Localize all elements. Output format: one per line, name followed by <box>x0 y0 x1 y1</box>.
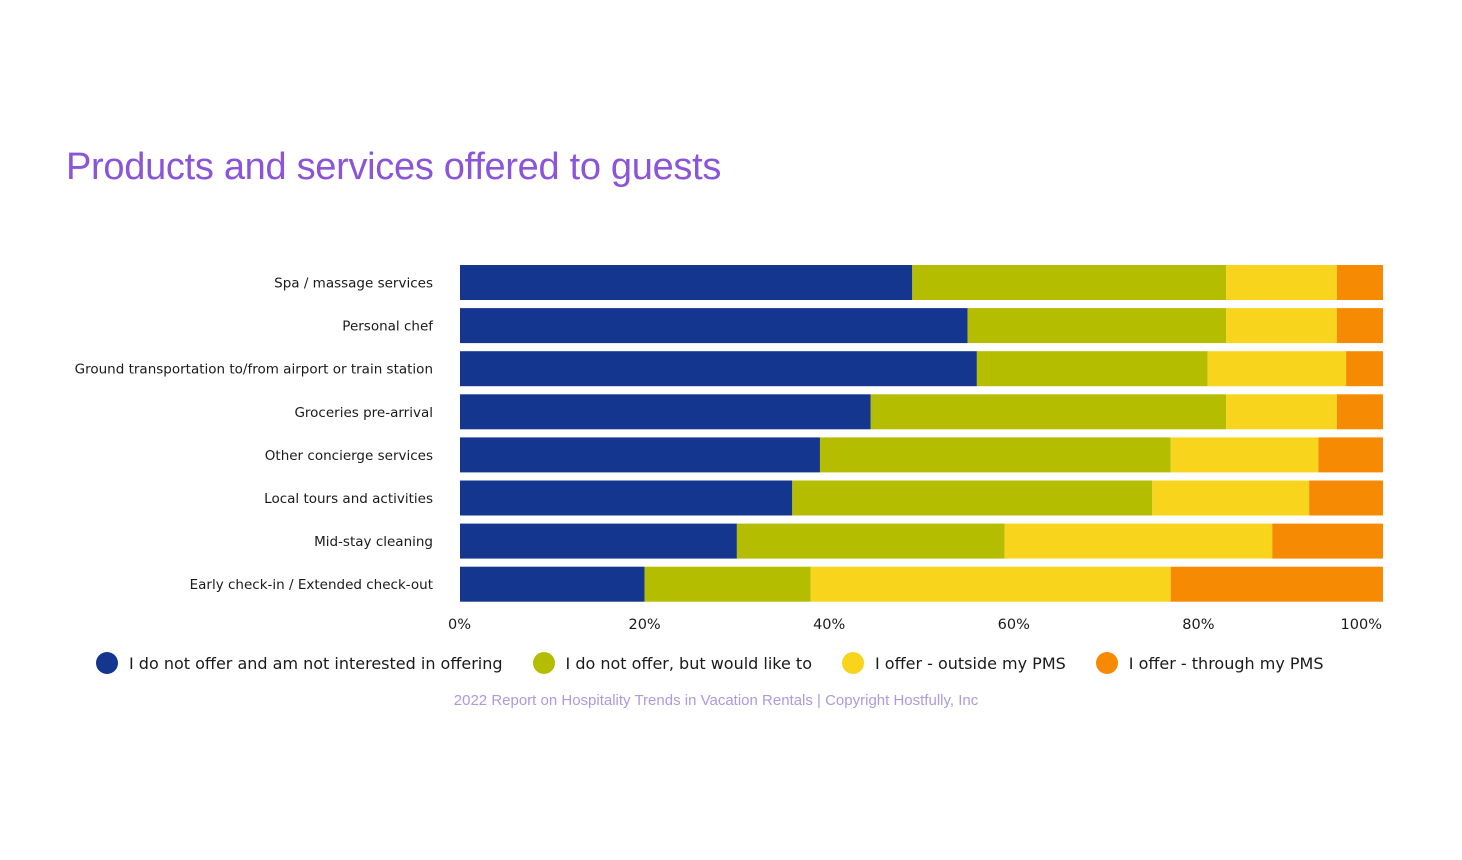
bar-segment-series-4 <box>1309 480 1383 516</box>
legend-item: I offer - through my PMS <box>1095 652 1324 674</box>
bar-segment-series-3 <box>1004 523 1273 559</box>
bar-segment-series-4 <box>1346 351 1383 387</box>
chart-title: Products and services offered to guests <box>66 146 722 188</box>
bar-segment-series-4 <box>1272 523 1383 559</box>
bar-segment-series-2 <box>976 351 1208 387</box>
bar-segment-series-4 <box>1318 437 1383 473</box>
legend-item: I do not offer and am not interested in … <box>96 652 503 674</box>
bar-segment-series-3 <box>1226 308 1337 344</box>
category-label: Mid-stay cleaning <box>314 534 433 550</box>
bar-segment-series-2 <box>736 523 1005 559</box>
bar-segment-series-4 <box>1170 566 1383 602</box>
legend-swatch <box>1095 652 1118 674</box>
legend-item: I offer - outside my PMS <box>841 652 1066 674</box>
bar-segment-series-2 <box>870 394 1227 430</box>
x-tick-label: 0% <box>448 617 471 633</box>
bar-segment-series-3 <box>810 566 1171 602</box>
legend-label: I offer - through my PMS <box>1128 653 1324 673</box>
bar-segment-series-2 <box>819 437 1171 473</box>
legend-label: I offer - outside my PMS <box>874 653 1066 673</box>
bar-segment-series-2 <box>644 566 811 602</box>
bar-segment-series-2 <box>912 265 1227 300</box>
bar-segment-series-1 <box>460 351 977 387</box>
category-labels: Spa / massage services Personal chef Groun… <box>75 276 435 594</box>
x-tick-label: 20% <box>628 617 660 633</box>
legend-label: I do not offer and am not interested in … <box>129 653 503 673</box>
bar-segment-series-4 <box>1336 308 1383 344</box>
x-axis-ticks: 0% 20% 40% 60% 80% 100% <box>448 617 1382 633</box>
bars-layer <box>460 265 1383 602</box>
x-tick-label: 80% <box>1182 617 1214 633</box>
bar-segment-series-1 <box>460 308 968 344</box>
bar-segment-series-4 <box>1336 394 1383 430</box>
category-label: Other concierge services <box>265 448 433 464</box>
bar-segment-series-3 <box>1226 265 1337 300</box>
x-tick-label: 40% <box>813 617 845 633</box>
bar-segment-series-1 <box>460 394 871 430</box>
bar-segment-series-4 <box>1336 265 1383 300</box>
category-label: Early check-in / Extended check-out <box>190 577 433 593</box>
legend-label: I do not offer, but would like to <box>565 653 812 673</box>
bar-segment-series-3 <box>1170 437 1319 473</box>
bar-segment-series-3 <box>1152 480 1310 516</box>
bar-segment-series-1 <box>460 265 913 300</box>
category-label: Spa / massage services <box>274 276 433 292</box>
category-label: Personal chef <box>342 319 434 335</box>
legend-item: I do not offer, but would like to <box>532 652 812 674</box>
bar-segment-series-2 <box>967 308 1227 344</box>
x-tick-label: 100% <box>1341 617 1382 633</box>
stacked-bar-chart: Spa / massage services Personal chef Groun… <box>75 265 1383 633</box>
bar-segment-series-1 <box>460 566 645 602</box>
legend-swatch <box>841 652 864 674</box>
category-label: Groceries pre-arrival <box>294 405 433 421</box>
x-tick-label: 60% <box>998 617 1030 633</box>
legend-swatch <box>96 652 118 674</box>
bar-segment-series-1 <box>460 480 793 516</box>
category-label: Ground transportation to/from airport or… <box>75 362 433 378</box>
category-label: Local tours and activities <box>264 491 433 507</box>
bar-segment-series-3 <box>1226 394 1337 430</box>
legend-swatch <box>532 652 555 674</box>
bar-segment-series-2 <box>792 480 1153 516</box>
bar-segment-series-1 <box>460 437 820 473</box>
bar-segment-series-1 <box>460 523 737 559</box>
source-note: 2022 Report on Hospitality Trends in Vac… <box>453 692 979 709</box>
bar-segment-series-3 <box>1207 351 1347 387</box>
legend: I do not offer and am not interested in … <box>96 652 1353 674</box>
